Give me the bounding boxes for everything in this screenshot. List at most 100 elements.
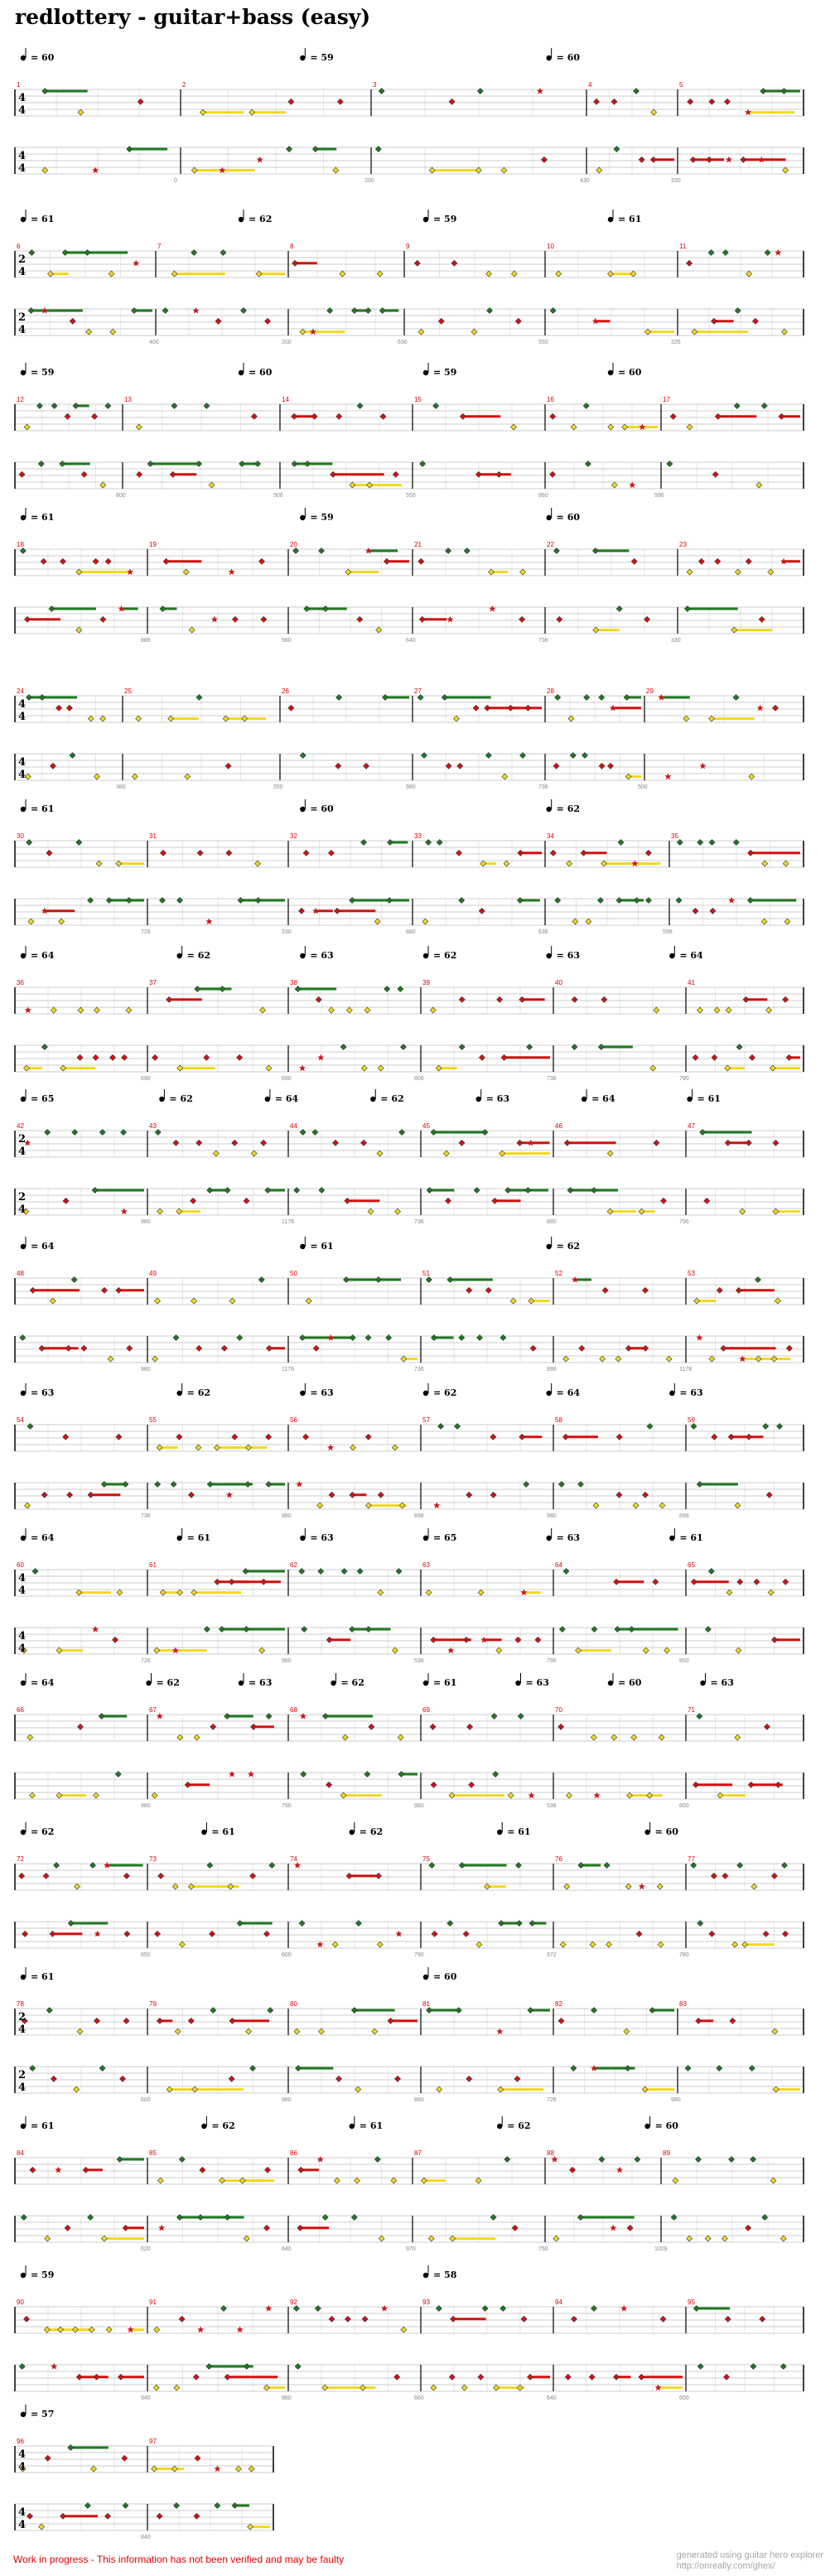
star-note-icon	[296, 1481, 303, 1488]
note-gem-icon	[195, 1139, 203, 1146]
note-gem-icon	[159, 605, 167, 612]
note-gem-icon	[425, 1276, 432, 1283]
note-gem-icon	[391, 1647, 398, 1654]
note-gem-icon	[703, 1197, 711, 1204]
note-gem-icon	[503, 860, 510, 867]
note-gem-icon	[480, 860, 487, 867]
star-note-icon	[658, 694, 665, 701]
note-gem-icon	[591, 1626, 598, 1633]
tempo-mark: = 64	[275, 1093, 299, 1104]
note-gem-icon	[549, 470, 556, 478]
note-gem-icon	[26, 694, 32, 701]
note-gem-icon	[642, 1344, 649, 1352]
note-gem-icon	[437, 1423, 444, 1430]
note-gem-icon	[448, 98, 456, 105]
note-gem-icon	[558, 1626, 566, 1633]
note-gem-icon	[445, 548, 452, 554]
note-gem-icon	[343, 1276, 350, 1283]
score-tick: 806	[414, 1076, 424, 1082]
tempo-note-icon	[422, 1974, 429, 1980]
note-gem-icon	[393, 2373, 401, 2381]
note-gem-icon	[367, 1208, 374, 1215]
note-gem-icon	[195, 461, 202, 467]
measure-number: 28	[547, 687, 554, 695]
note-gem-icon	[73, 2086, 80, 2093]
note-gem-icon	[20, 1647, 27, 1654]
note-gem-icon	[244, 1481, 252, 1488]
note-gem-icon	[22, 1208, 30, 1215]
note-gem-icon	[632, 1502, 640, 1509]
note-gem-icon	[375, 1872, 382, 1879]
measure-number: 21	[414, 541, 422, 548]
note-gem-icon	[519, 568, 526, 576]
note-gem-icon	[243, 1197, 250, 1204]
note-gem-icon	[122, 2502, 129, 2509]
note-gem-icon	[456, 849, 462, 856]
note-gem-icon	[74, 1883, 80, 1890]
credit-link[interactable]: http://onreally.com/ghex/	[676, 2561, 775, 2571]
note-gem-icon	[229, 2017, 236, 2024]
star-note-icon	[51, 2363, 58, 2370]
note-gem-icon	[94, 773, 100, 780]
note-gem-icon	[747, 849, 754, 856]
note-gem-icon	[519, 1433, 526, 1440]
note-gem-icon	[478, 907, 485, 914]
note-gem-icon	[495, 1647, 503, 1654]
tempo-mark: = 61	[310, 1241, 333, 1252]
note-gem-icon	[486, 307, 493, 314]
note-gem-icon	[607, 423, 615, 431]
note-gem-icon	[430, 1129, 437, 1136]
note-gem-icon	[649, 156, 657, 163]
note-gem-icon	[693, 2305, 700, 2312]
note-gem-icon	[748, 773, 755, 780]
note-gem-icon	[575, 1647, 582, 1654]
score-tick: 800	[116, 493, 126, 499]
note-gem-icon	[569, 752, 577, 759]
note-gem-icon	[98, 1713, 105, 1720]
note-gem-icon	[84, 2502, 91, 2509]
star-note-icon	[775, 249, 782, 256]
note-gem-icon	[166, 996, 173, 1003]
note-gem-icon	[193, 1734, 200, 1741]
measure-number: 29	[646, 687, 654, 695]
star-note-icon	[593, 1792, 601, 1799]
note-gem-icon	[458, 1334, 466, 1341]
note-gem-icon	[504, 1187, 512, 1194]
note-gem-icon	[254, 461, 261, 467]
note-gem-icon	[733, 403, 741, 409]
note-gem-icon	[119, 2075, 126, 2082]
score-tick: 326	[671, 340, 681, 345]
measure-number: 68	[290, 1706, 297, 1714]
score-tick: 980	[141, 1367, 151, 1372]
note-gem-icon	[29, 2166, 36, 2173]
measure-number: 74	[290, 1855, 297, 1863]
note-gem-icon	[29, 1286, 36, 1294]
note-gem-icon	[510, 270, 518, 277]
measure-number: 65	[688, 1561, 695, 1569]
note-gem-icon	[567, 1187, 574, 1194]
note-gem-icon	[178, 2156, 186, 2163]
note-gem-icon	[94, 2017, 100, 2024]
measure-number: 14	[282, 396, 289, 403]
note-gem-icon	[782, 1578, 789, 1585]
star-note-icon	[309, 328, 316, 335]
note-gem-icon	[101, 1286, 108, 1294]
star-note-icon	[210, 615, 218, 623]
note-gem-icon	[611, 98, 618, 105]
note-gem-icon	[104, 2512, 111, 2520]
note-gem-icon	[625, 1883, 632, 1890]
note-gem-icon	[695, 2156, 702, 2163]
tempo-note-icon	[422, 369, 429, 376]
note-gem-icon	[601, 996, 608, 1003]
note-gem-icon	[376, 1150, 384, 1157]
note-gem-icon	[653, 1006, 660, 1014]
star-note-icon	[527, 1139, 534, 1146]
tempo-mark: = 59	[31, 367, 54, 378]
note-gem-icon	[29, 2065, 36, 2072]
note-gem-icon	[316, 1502, 324, 1509]
measure-number: 31	[149, 832, 157, 840]
note-gem-icon	[176, 897, 183, 904]
star-note-icon	[294, 1862, 302, 1869]
star-note-icon	[92, 1626, 99, 1633]
tempo-mark: = 61	[31, 214, 54, 224]
